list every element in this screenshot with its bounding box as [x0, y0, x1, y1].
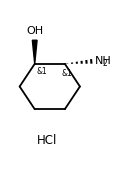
- Polygon shape: [32, 40, 37, 64]
- Text: &1: &1: [36, 67, 47, 76]
- Text: &1: &1: [62, 69, 72, 78]
- Text: HCl: HCl: [37, 134, 57, 147]
- Text: NH: NH: [95, 56, 111, 66]
- Text: 2: 2: [102, 59, 107, 68]
- Text: OH: OH: [26, 26, 43, 36]
